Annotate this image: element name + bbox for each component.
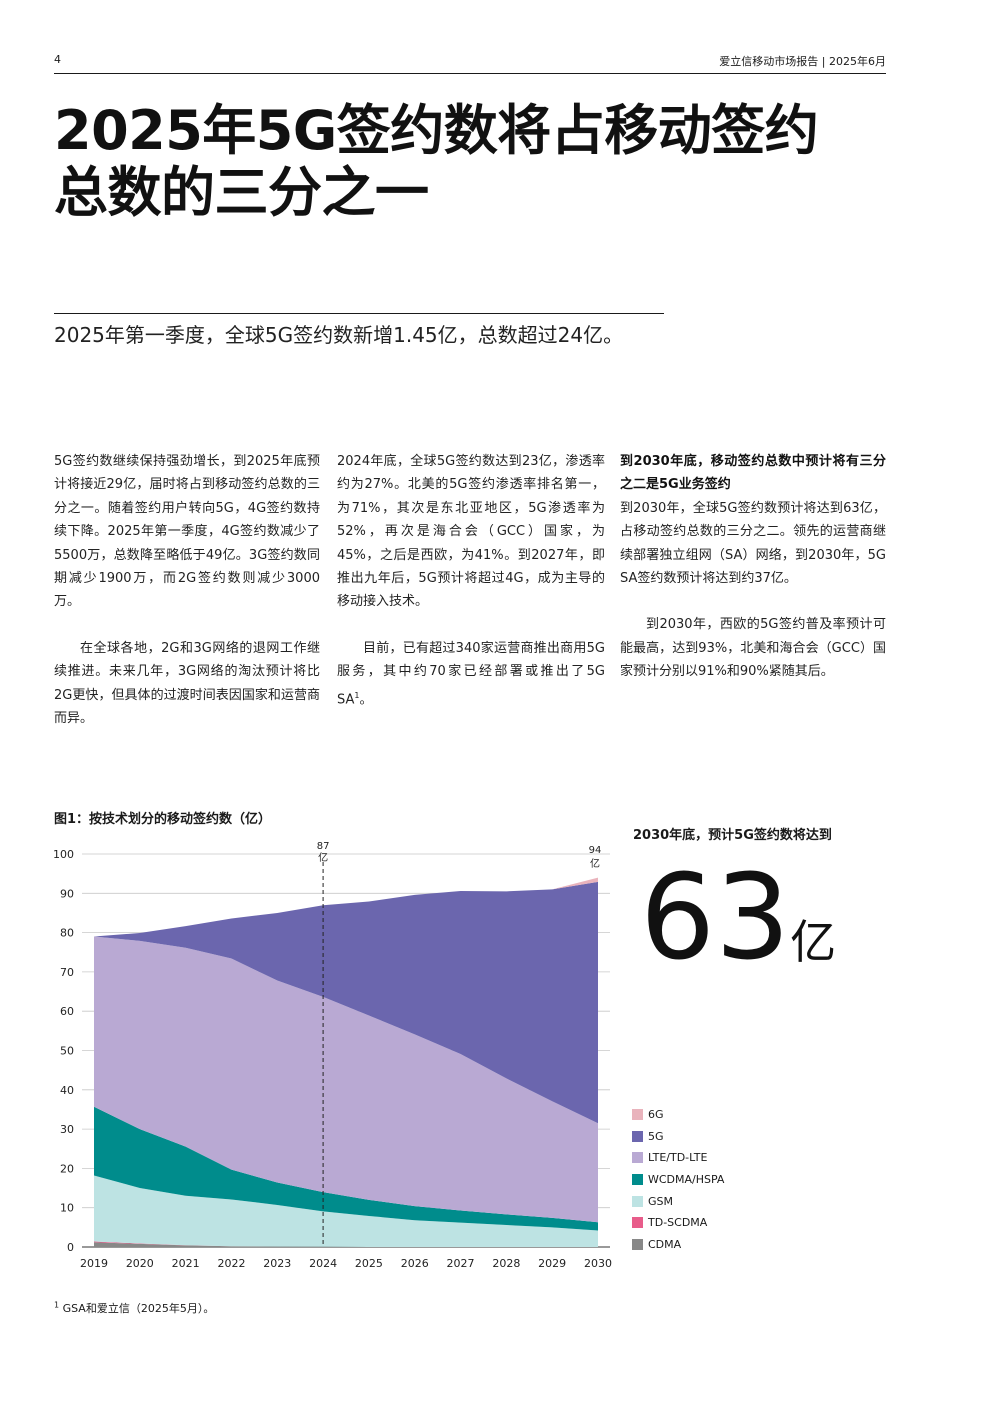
- footnote: 1 GSA和爱立信（2025年5月）。: [54, 1300, 214, 1316]
- x-tick-label: 2021: [172, 1257, 200, 1270]
- legend-swatch: [632, 1174, 643, 1186]
- body-column-1: 5G签约数继续保持强劲增长，到2025年底预计将接近29亿，届时将占到移动签约总…: [54, 450, 320, 753]
- legend-swatch: [632, 1195, 643, 1207]
- footnote-mark: 1: [54, 1300, 60, 1310]
- area-wcdma-hspa: [94, 1106, 598, 1231]
- legend-item: WCDMA/HSPA: [632, 1169, 724, 1191]
- y-tick-label: 20: [60, 1162, 74, 1175]
- legend-item: CDMA: [632, 1234, 724, 1256]
- figure-title: 图1：按技术划分的移动签约数（亿）: [54, 812, 272, 827]
- x-tick-label: 2019: [80, 1257, 108, 1270]
- y-tick-label: 60: [60, 1005, 74, 1018]
- marker-2024-value: 87: [317, 841, 330, 852]
- legend-swatch: [632, 1109, 643, 1121]
- x-tick-label: 2027: [447, 1257, 475, 1270]
- col2-paragraph-1: 2024年底，全球5G签约数达到23亿，渗透率约为27%。北美的5G签约渗透率排…: [337, 454, 605, 610]
- x-tick-label: 2024: [309, 1257, 337, 1270]
- legend-label: TD-SCDMA: [648, 1216, 708, 1230]
- col1-paragraph-1: 5G签约数继续保持强劲增长，到2025年底预计将接近29亿，届时将占到移动签约总…: [54, 454, 320, 610]
- legend-swatch: [632, 1130, 643, 1142]
- marker-2030-value: 94: [589, 845, 602, 856]
- legend-swatch: [632, 1217, 643, 1229]
- x-tick-label: 2023: [263, 1257, 291, 1270]
- area-5g: [94, 881, 598, 1124]
- footnote-text: GSA和爱立信（2025年5月）。: [59, 1302, 215, 1315]
- page-headline: 2025年5G签约数将占移动签约 总数的三分之一: [54, 100, 894, 224]
- x-tick-label: 2022: [217, 1257, 245, 1270]
- col2-paragraph-2-text: 目前，已有超过340家运营商推出商用5G服务，其中约70家已经部署或推出了5G …: [337, 640, 605, 707]
- legend-swatch: [632, 1152, 643, 1164]
- col2-paragraph-2: 目前，已有超过340家运营商推出商用5G服务，其中约70家已经部署或推出了5G …: [337, 637, 605, 712]
- page-number: 4: [54, 53, 61, 66]
- y-tick-label: 90: [60, 887, 74, 900]
- col3-paragraph-1: 到2030年，全球5G签约数预计将达到63亿，占移动签约总数的三分之二。领先的运…: [620, 500, 886, 587]
- col3-heading: 到2030年底，移动签约总数中预计将有三分之二是5G业务签约: [620, 454, 886, 493]
- legend-item: 5G: [632, 1126, 724, 1148]
- subheading: 2025年第一季度，全球5G签约数新增1.45亿，总数超过24亿。: [54, 323, 624, 347]
- legend-item: 6G: [632, 1104, 724, 1126]
- y-tick-label: 100: [53, 848, 74, 861]
- y-tick-label: 10: [60, 1202, 74, 1215]
- x-tick-label: 2020: [126, 1257, 154, 1270]
- legend-label: GSM: [648, 1194, 673, 1208]
- y-tick-label: 40: [60, 1084, 74, 1097]
- area-cdma: [94, 1242, 598, 1247]
- area-lte-td-lte: [94, 936, 598, 1223]
- x-tick-label: 2026: [401, 1257, 429, 1270]
- marker-2030-unit: 亿: [590, 857, 600, 870]
- legend-label: 6G: [648, 1108, 664, 1122]
- x-tick-label: 2030: [584, 1257, 612, 1270]
- y-tick-label: 70: [60, 966, 74, 979]
- legend-label: CDMA: [648, 1237, 682, 1251]
- footnote-reference[interactable]: 1: [354, 690, 360, 700]
- subheading-divider: [54, 313, 664, 314]
- legend-swatch: [632, 1238, 643, 1250]
- col1-paragraph-2: 在全球各地，2G和3G网络的退网工作继续推进。未来几年，3G网络的淘汰预计将比2…: [54, 640, 320, 727]
- x-tick-label: 2029: [538, 1257, 566, 1270]
- header-divider: [54, 73, 886, 74]
- col2-paragraph-2-end: 。: [359, 691, 373, 707]
- chart-legend: 6G 5G LTE/TD-LTE WCDMA/HSPA GSM TD-SCDMA CDMA: [632, 1104, 724, 1255]
- marker-2024-unit: 亿: [318, 851, 328, 864]
- y-tick-label: 0: [67, 1241, 74, 1254]
- callout-unit: 亿: [790, 915, 837, 969]
- legend-item: GSM: [632, 1190, 724, 1212]
- x-tick-label: 2025: [355, 1257, 383, 1270]
- report-title: 爱立信移动市场报告 | 2025年6月: [719, 55, 886, 68]
- callout-number: 63: [640, 848, 791, 986]
- y-tick-label: 30: [60, 1123, 74, 1136]
- y-tick-label: 80: [60, 927, 74, 940]
- legend-item: TD-SCDMA: [632, 1212, 724, 1234]
- legend-label: 5G: [648, 1129, 664, 1143]
- area-gsm: [94, 1175, 598, 1247]
- headline-line-1: 2025年5G签约数将占移动签约: [54, 99, 819, 162]
- body-column-3: 到2030年底，移动签约总数中预计将有三分之二是5G业务签约 到2030年，全球…: [620, 450, 886, 707]
- headline-line-2: 总数的三分之一: [54, 161, 429, 224]
- y-tick-label: 50: [60, 1045, 74, 1058]
- body-column-2: 2024年底，全球5G签约数达到23亿，渗透率约为27%。北美的5G签约渗透率排…: [337, 450, 605, 734]
- legend-label: LTE/TD-LTE: [648, 1151, 708, 1165]
- col3-paragraph-2: 到2030年，西欧的5G签约普及率预计可能最高，达到93%，北美和海合会（GCC…: [620, 617, 886, 680]
- callout-value: 63亿: [640, 852, 836, 1007]
- legend-item: LTE/TD-LTE: [632, 1147, 724, 1169]
- callout-label: 2030年底，预计5G签约数将达到: [633, 828, 832, 843]
- x-tick-label: 2028: [492, 1257, 520, 1270]
- legend-label: WCDMA/HSPA: [648, 1173, 725, 1187]
